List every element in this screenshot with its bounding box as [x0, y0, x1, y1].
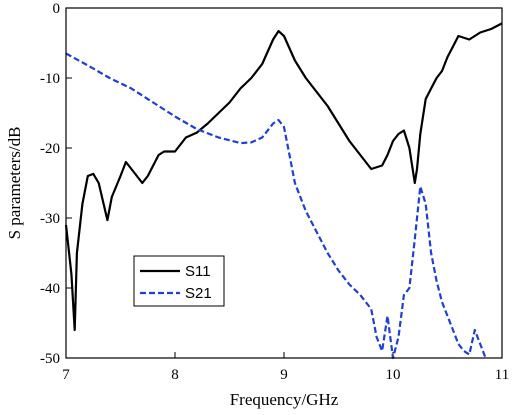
- legend-box: [133, 255, 225, 307]
- x-tick-label: 7: [62, 367, 70, 383]
- y-tick-label: -30: [40, 211, 60, 227]
- x-tick-label: 9: [280, 367, 288, 383]
- series-layer: [64, 22, 503, 360]
- legend-label-s21: S21: [185, 285, 212, 302]
- y-tick-label: -50: [40, 351, 60, 367]
- x-tick-label: 10: [386, 367, 401, 383]
- series-line-s21: [65, 52, 487, 360]
- legend-label-s11: S11: [185, 263, 211, 280]
- legend: S11 S21: [133, 255, 225, 307]
- x-tick-label: 11: [495, 367, 509, 383]
- x-axis-title: Frequency/GHz: [230, 390, 339, 409]
- y-tick-label: -20: [40, 141, 60, 157]
- y-axis-title: S parameters/dB: [5, 127, 24, 240]
- plot-frame: [65, 7, 503, 359]
- y-tick-label: -40: [40, 281, 60, 297]
- x-tick-label: 8: [171, 367, 179, 383]
- tick-layer: 7 8 9 10 11 0 -10 -20 -30 -40 -50: [40, 1, 509, 383]
- y-tick-label: 0: [53, 1, 61, 17]
- series-line-s11: [64, 22, 503, 332]
- y-tick-label: -10: [40, 71, 60, 87]
